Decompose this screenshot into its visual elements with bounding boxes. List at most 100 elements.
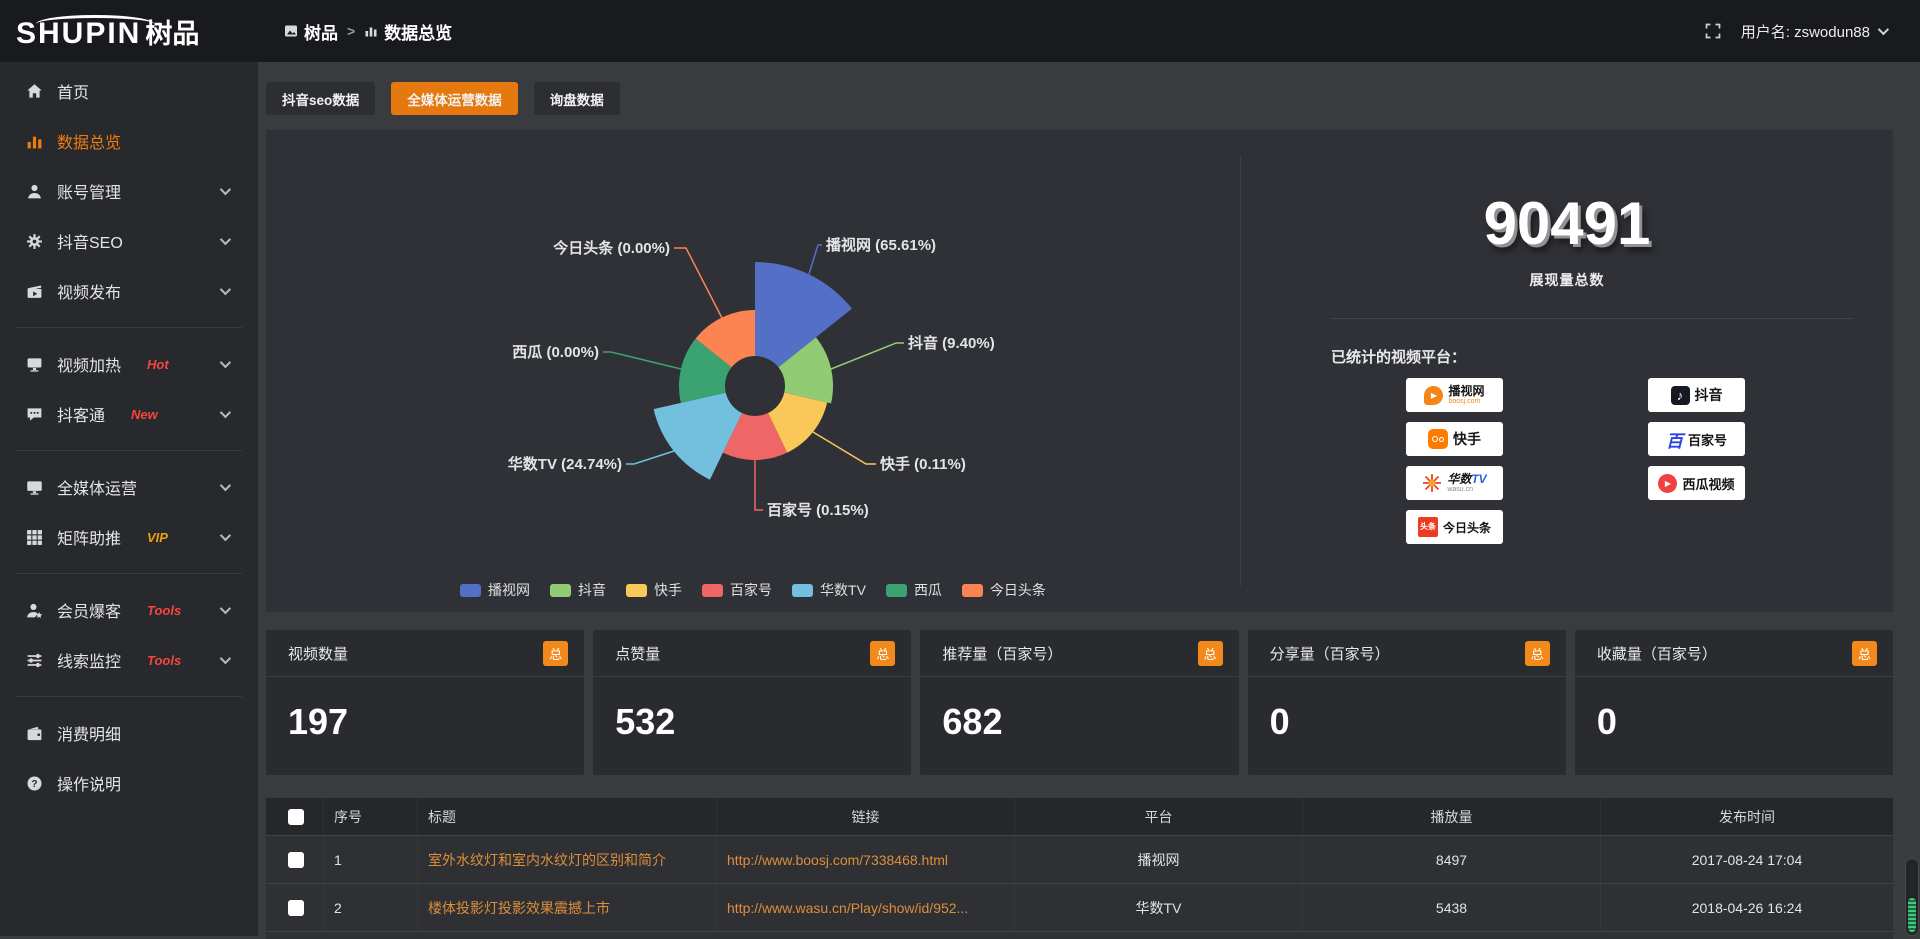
- pie-label-line: [809, 245, 822, 274]
- sidebar-divider: [16, 327, 242, 328]
- legend-item-1[interactable]: 播视网: [460, 580, 530, 600]
- scrollbar-thumb[interactable]: [1908, 898, 1916, 932]
- cell-platform: 播视网: [1014, 836, 1302, 883]
- tab-2[interactable]: 全媒体运营数据: [391, 82, 518, 115]
- main-content: 抖音seo数据全媒体运营数据询盘数据 播视网 (65.61%)抖音 (9.40%…: [258, 62, 1920, 936]
- breadcrumb-root[interactable]: 树品: [284, 19, 338, 44]
- tab-3[interactable]: 询盘数据: [534, 82, 620, 115]
- help-icon: ?: [26, 775, 43, 792]
- app-logo[interactable]: SHUPIN 树品: [0, 12, 258, 51]
- column-header: 序号: [323, 798, 417, 835]
- sidebar-item-user[interactable]: 账号管理: [0, 166, 258, 216]
- chevron-down-icon: [220, 284, 231, 295]
- sidebar-item-member[interactable]: 会员爆客 Tools: [0, 585, 258, 635]
- summary-divider: [1331, 318, 1853, 319]
- rose-chart: 播视网 (65.61%)抖音 (9.40%)快手 (0.11%)百家号 (0.1…: [266, 130, 1240, 612]
- sidebar-item-tag: Tools: [147, 603, 181, 618]
- wallet-icon: [26, 725, 43, 742]
- user-icon: [26, 183, 43, 200]
- sidebar-divider: [16, 696, 242, 697]
- sidebar-item-label: 线索监控: [57, 648, 121, 672]
- pie-slice-label: 百家号 (0.15%): [767, 501, 869, 519]
- boosj-logo-icon: ▶: [1424, 386, 1443, 405]
- legend-item-3[interactable]: 快手: [626, 580, 682, 600]
- legend-swatch: [792, 584, 813, 597]
- overview-panel: 播视网 (65.61%)抖音 (9.40%)快手 (0.11%)百家号 (0.1…: [266, 130, 1893, 612]
- sidebar-item-display[interactable]: 全媒体运营: [0, 462, 258, 512]
- legend-item-6[interactable]: 西瓜: [886, 580, 942, 600]
- column-header: 平台: [1014, 798, 1302, 835]
- sidebar-item-bar-chart[interactable]: 数据总览: [0, 116, 258, 166]
- sidebar-item-wallet[interactable]: 消费明细: [0, 708, 258, 758]
- row-checkbox[interactable]: [288, 852, 304, 868]
- cell-time: 2017-08-24 17:04: [1600, 836, 1893, 883]
- pie-label-line: [674, 248, 722, 318]
- cell-title-link[interactable]: 室外水纹灯和室内水纹灯的区别和简介: [417, 836, 716, 883]
- topbar-right: 用户名: zswodun88: [1705, 21, 1920, 42]
- sidebar-item-home[interactable]: 首页: [0, 66, 258, 116]
- chevron-down-icon: [1878, 24, 1889, 35]
- breadcrumb-separator: >: [347, 23, 355, 39]
- cell-url-link[interactable]: http://www.wasu.cn/Play/show/id/952...: [716, 884, 1014, 931]
- table-header-row: 序号标题链接平台播放量发布时间: [266, 798, 1893, 835]
- stat-card-value: 0: [1248, 677, 1566, 743]
- sidebar-item-label: 首页: [57, 79, 89, 103]
- pie-slice-5[interactable]: [654, 393, 742, 480]
- cell-title-link[interactable]: 楼体投影灯投影效果震撼上市: [417, 884, 716, 931]
- home-icon: [26, 83, 43, 100]
- pie-slice-label: 西瓜 (0.00%): [512, 344, 599, 361]
- username-label: 用户名: zswodun88: [1741, 21, 1870, 42]
- user-menu[interactable]: 用户名: zswodun88: [1741, 21, 1886, 42]
- legend-item-4[interactable]: 百家号: [702, 580, 772, 600]
- chart-legend: 播视网抖音快手百家号华数TV 西瓜 今日头条: [266, 580, 1240, 600]
- toutiao-logo-icon: 头条: [1418, 517, 1438, 537]
- xigua-logo-icon: ▶: [1658, 474, 1677, 493]
- sidebar-item-help[interactable]: ? 操作说明: [0, 758, 258, 808]
- sidebar-item-tag: New: [131, 407, 158, 422]
- sidebar-item-label: 抖音SEO: [57, 229, 123, 253]
- select-all-checkbox[interactable]: [288, 809, 304, 825]
- stat-card-title: 收藏量（百家号）: [1597, 643, 1717, 664]
- tab-1[interactable]: 抖音seo数据: [266, 82, 375, 115]
- stat-card-header: 视频数量总: [266, 630, 584, 677]
- page-scrollbar[interactable]: [1905, 858, 1919, 936]
- sidebar-item-label: 矩阵助推: [57, 525, 121, 549]
- stat-card-value: 682: [920, 677, 1238, 743]
- sliders-icon: [26, 652, 43, 669]
- legend-item-2[interactable]: 抖音: [550, 580, 606, 600]
- stat-card-value: 0: [1575, 677, 1893, 743]
- legend-item-5[interactable]: 华数TV: [792, 580, 866, 600]
- pie-label-line: [626, 451, 674, 464]
- total-badge: 总: [1525, 641, 1550, 666]
- pie-slice-label: 快手 (0.11%): [880, 455, 966, 473]
- impressions-total-value: 90491: [1241, 194, 1893, 254]
- stat-card-header: 收藏量（百家号）总: [1575, 630, 1893, 677]
- sidebar-item-video-publish[interactable]: 视频发布: [0, 266, 258, 316]
- sidebar-item-label: 全媒体运营: [57, 475, 137, 499]
- fullscreen-icon[interactable]: [1705, 23, 1721, 39]
- chevron-down-icon: [220, 184, 231, 195]
- legend-item-7[interactable]: 今日头条: [962, 580, 1046, 600]
- breadcrumb-current[interactable]: 数据总览: [364, 19, 452, 44]
- sidebar-item-label: 会员爆客: [57, 598, 121, 622]
- cell-url-link[interactable]: http://www.boosj.com/7338468.html: [716, 836, 1014, 883]
- chevron-down-icon: [220, 603, 231, 614]
- sidebar-divider: [16, 450, 242, 451]
- impressions-total-label: 展现量总数: [1241, 270, 1893, 290]
- baijiahao-logo-icon: 百: [1666, 427, 1683, 452]
- column-header: 发布时间: [1600, 798, 1893, 835]
- row-checkbox[interactable]: [288, 900, 304, 916]
- stat-card-title: 点赞量: [615, 643, 660, 664]
- legend-label: 今日头条: [990, 580, 1046, 600]
- sidebar-item-label: 操作说明: [57, 771, 121, 795]
- sidebar-item-gear[interactable]: 抖音SEO: [0, 216, 258, 266]
